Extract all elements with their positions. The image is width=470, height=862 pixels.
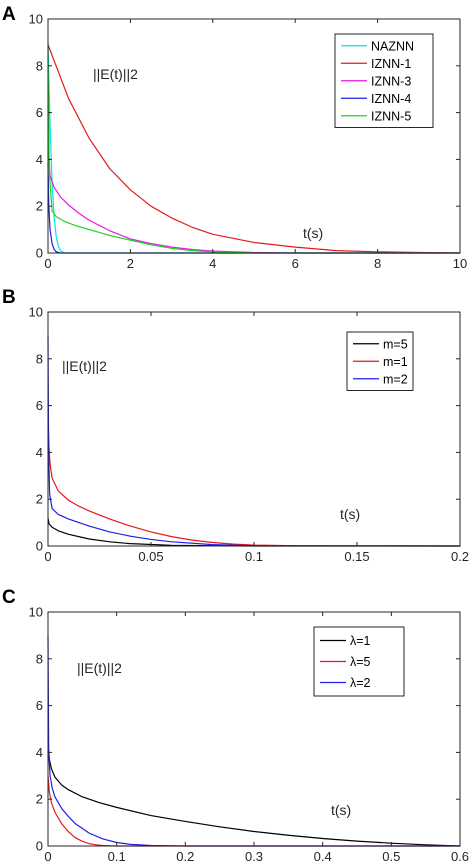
y-tick-label: 10 bbox=[29, 605, 43, 620]
x-tick-label: 0.2 bbox=[176, 849, 194, 862]
x-tick-label: 10 bbox=[453, 256, 467, 271]
x-tick-label: 0 bbox=[44, 256, 51, 271]
x-tick-label: 0.3 bbox=[245, 849, 263, 862]
y-tick-label: 0 bbox=[36, 539, 43, 554]
legend-label: IZNN-3 bbox=[371, 74, 411, 88]
legend-label: IZNN-1 bbox=[371, 57, 411, 71]
legend: λ=1 λ=5 λ=2 bbox=[313, 626, 405, 697]
y-tick-label: 8 bbox=[36, 351, 43, 366]
series-line-3 bbox=[47, 164, 460, 254]
x-tick-label: 0.05 bbox=[138, 549, 163, 564]
series-line-1 bbox=[47, 417, 461, 547]
x-tick-label: 0.15 bbox=[344, 549, 369, 564]
series-line-4 bbox=[47, 54, 460, 254]
series-line-2 bbox=[47, 335, 461, 547]
legend: NAZNN IZNN-1 IZNN-3 IZNN-4 IZNN-5 bbox=[334, 33, 434, 128]
x-tick-label: 8 bbox=[374, 256, 381, 271]
y-tick-label: 6 bbox=[36, 698, 43, 713]
legend-label: IZNN-5 bbox=[371, 109, 411, 123]
series-line-0 bbox=[47, 42, 460, 254]
panel-letter-b: B bbox=[2, 287, 16, 308]
legend-label: λ=5 bbox=[350, 655, 371, 669]
legend-label: m=5 bbox=[383, 337, 408, 351]
y-tick-label: 8 bbox=[36, 58, 43, 73]
panel-letter-a: A bbox=[2, 4, 16, 25]
y-tick-label: 6 bbox=[36, 398, 43, 413]
x-tick-label: 6 bbox=[292, 256, 299, 271]
y-annotation: ||E(t)||2 bbox=[62, 358, 107, 374]
plot-frame bbox=[47, 18, 461, 254]
panel-c: C 0 0.1 0.2 0.3 0.4 0.5 0.6 0 2 4 6 8 10 ||E(t)||2 t… bbox=[2, 587, 469, 862]
legend: m=5 m=1 m=2 bbox=[346, 331, 414, 391]
series-line-1 bbox=[47, 775, 460, 847]
legend-label: λ=1 bbox=[350, 634, 371, 648]
legend-label: IZNN-4 bbox=[371, 92, 411, 106]
legend-label: m=2 bbox=[383, 372, 408, 386]
x-annotation: t(s) bbox=[331, 802, 351, 818]
y-tick-label: 6 bbox=[36, 105, 43, 120]
series-line-2 bbox=[47, 635, 460, 847]
y-tick-label: 10 bbox=[29, 12, 43, 27]
legend-label: m=1 bbox=[383, 355, 408, 369]
y-annotation: ||E(t)||2 bbox=[77, 660, 122, 676]
x-tick-label: 0.1 bbox=[245, 549, 263, 564]
y-tick-label: 4 bbox=[36, 445, 43, 460]
y-tick-label: 2 bbox=[36, 492, 43, 507]
legend-label: λ=2 bbox=[350, 676, 371, 690]
x-tick-label: 0 bbox=[44, 849, 51, 862]
x-annotation: t(s) bbox=[340, 506, 360, 522]
y-tick-label: 2 bbox=[36, 199, 43, 214]
y-tick-label: 10 bbox=[29, 305, 43, 320]
x-tick-label: 4 bbox=[209, 256, 216, 271]
x-tick-label: 0.6 bbox=[451, 849, 469, 862]
x-annotation: t(s) bbox=[303, 225, 323, 241]
y-tick-label: 2 bbox=[36, 792, 43, 807]
y-tick-label: 0 bbox=[36, 246, 43, 261]
x-tick-label: 2 bbox=[127, 256, 134, 271]
legend-label: NAZNN bbox=[371, 39, 414, 53]
x-tick-label: 0 bbox=[44, 549, 51, 564]
y-tick-label: 0 bbox=[36, 839, 43, 854]
series-line-2 bbox=[47, 140, 460, 254]
panel-a: A 0 2 4 6 8 10 0 2 4 6 8 10 ||E(t)||2 t(s) NAZNN IZN… bbox=[2, 4, 467, 271]
y-tick-label: 4 bbox=[36, 745, 43, 760]
panel-letter-c: C bbox=[2, 587, 16, 608]
y-annotation: ||E(t)||2 bbox=[93, 66, 138, 82]
y-tick-label: 4 bbox=[36, 152, 43, 167]
x-tick-label: 0.5 bbox=[382, 849, 400, 862]
x-tick-label: 0.1 bbox=[108, 849, 126, 862]
x-tick-label: 0.2 bbox=[451, 549, 469, 564]
x-tick-label: 0.4 bbox=[314, 849, 332, 862]
y-tick-label: 8 bbox=[36, 651, 43, 666]
series-line-1 bbox=[47, 44, 461, 254]
series-line-0 bbox=[47, 740, 461, 847]
